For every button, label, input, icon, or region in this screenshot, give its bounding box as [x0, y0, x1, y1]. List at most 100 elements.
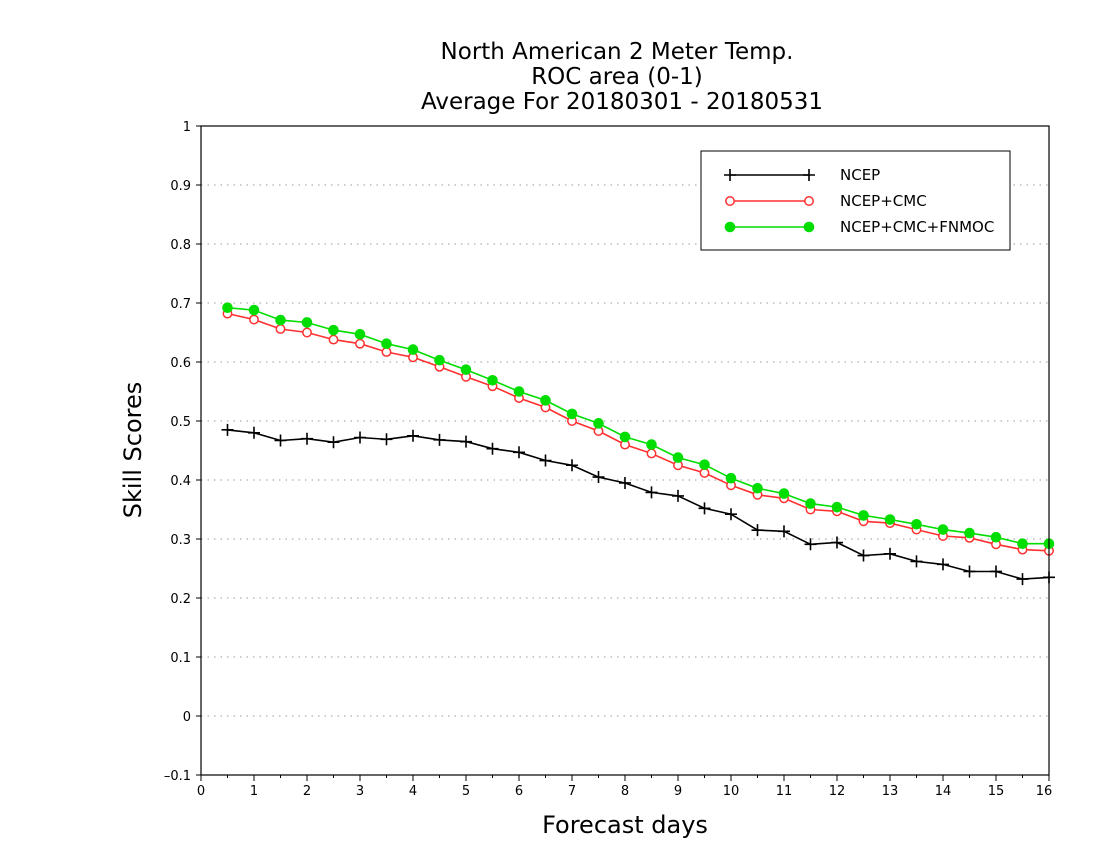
data-point-ncep — [884, 547, 896, 560]
data-point-ncep — [301, 432, 313, 445]
series-ncep-cmc-fnmoc — [222, 302, 1055, 550]
data-point-ncep — [274, 434, 287, 447]
chart-title-line-2: ROC area (0-1) — [531, 64, 703, 90]
data-point-ncep — [645, 486, 658, 499]
data-point-ncep-cmc-fnmoc — [778, 488, 790, 499]
y-tick-label: 0.8 — [170, 238, 191, 253]
data-point-ncep-cmc-fnmoc — [911, 518, 922, 530]
data-point-ncep-cmc-fnmoc — [513, 386, 525, 397]
data-point-ncep-cmc-fnmoc — [460, 364, 472, 375]
data-point-ncep — [221, 423, 234, 436]
x-tick-label: 10 — [723, 784, 740, 799]
data-point-ncep-cmc — [646, 448, 657, 459]
data-point-ncep-cmc-fnmoc — [275, 314, 286, 326]
data-point-ncep-cmc-fnmoc — [566, 408, 578, 420]
data-point-ncep-cmc-fnmoc — [540, 395, 551, 406]
data-point-ncep — [407, 429, 419, 442]
y-tick-label: 0.6 — [170, 356, 191, 371]
y-tick-label: 0.5 — [170, 415, 191, 430]
legend-label-ncep: NCEP — [840, 166, 880, 184]
data-point-ncep — [513, 446, 525, 459]
data-point-ncep — [380, 433, 393, 446]
legend-marker-ncep — [724, 169, 736, 181]
data-point-ncep-cmc-fnmoc — [884, 514, 896, 525]
data-point-ncep — [619, 476, 631, 489]
data-point-ncep-cmc-fnmoc — [858, 510, 869, 521]
data-point-ncep-cmc — [302, 327, 312, 338]
series-line-ncep-cmc — [227, 312, 1050, 552]
legend-label-ncep-cmc-fnmoc: NCEP+CMC+FNMOC — [840, 218, 994, 236]
y-tick-label: 1 — [183, 120, 191, 135]
series-ncep — [221, 423, 1055, 586]
data-point-ncep — [963, 565, 976, 578]
data-point-ncep — [433, 433, 446, 446]
series-ncep-cmc — [222, 308, 1054, 556]
x-tick-label: 2 — [303, 784, 311, 799]
data-point-ncep-cmc-fnmoc — [725, 472, 737, 484]
data-point-ncep-cmc — [381, 347, 392, 357]
legend-label-ncep-cmc: NCEP+CMC — [840, 192, 927, 210]
data-point-ncep-cmc-fnmoc — [407, 344, 419, 355]
x-axis-ticks: 0 1 2 3 4 5 6 7 8 9 10 11 12 13 14 15 16 — [197, 775, 1052, 799]
series-lines — [221, 302, 1055, 586]
x-axis-title: Forecast days — [542, 811, 708, 839]
data-point-ncep — [672, 489, 684, 502]
x-tick-label: 0 — [197, 784, 205, 799]
data-point-ncep — [937, 558, 949, 571]
x-tick-label: 13 — [882, 784, 899, 799]
data-point-ncep — [248, 426, 260, 439]
gridlines — [201, 184, 1049, 717]
x-tick-label: 9 — [674, 784, 682, 799]
data-point-ncep-cmc-fnmoc — [699, 459, 710, 470]
y-axis-ticks: –0.1 0 0.1 0.2 0.3 0.4 0.5 0.6 0.7 0.8 0.9 1 — [164, 120, 201, 784]
data-point-ncep-cmc-fnmoc — [990, 531, 1002, 543]
legend: NCEP NCEP+CMC NCEP+CMC+FNMOC — [700, 150, 1011, 251]
series-line-ncep-cmc-fnmoc — [227, 306, 1049, 545]
x-tick-label: 16 — [1036, 784, 1053, 799]
data-point-ncep-cmc — [355, 338, 365, 349]
series-line-ncep — [227, 429, 1050, 580]
data-point-ncep — [592, 471, 605, 484]
x-tick-label: 15 — [988, 784, 1005, 799]
data-point-ncep — [327, 436, 340, 449]
data-point-ncep-cmc-fnmoc — [672, 452, 684, 463]
x-tick-label: 5 — [462, 784, 470, 799]
legend-marker-ncep-cmc-fnmoc — [803, 221, 815, 233]
data-point-ncep-cmc-fnmoc — [619, 431, 631, 443]
data-point-ncep — [539, 454, 552, 467]
data-point-ncep-cmc-fnmoc — [937, 524, 949, 535]
data-point-ncep-cmc-fnmoc — [1017, 538, 1028, 550]
legend-marker-ncep-cmc — [804, 196, 814, 206]
y-tick-label: 0.1 — [170, 651, 191, 666]
y-tick-label: –0.1 — [164, 769, 191, 784]
data-point-ncep-cmc-fnmoc — [964, 527, 975, 539]
y-tick-label: 0.2 — [170, 592, 191, 607]
data-point-ncep-cmc-fnmoc — [381, 338, 392, 350]
data-point-ncep — [990, 565, 1002, 578]
y-tick-label: 0.3 — [170, 533, 191, 548]
data-point-ncep — [698, 502, 711, 515]
x-tick-label: 11 — [776, 784, 793, 799]
data-point-ncep-cmc-fnmoc — [593, 418, 604, 429]
y-tick-label: 0.4 — [170, 474, 191, 489]
data-point-ncep-cmc-fnmoc — [354, 328, 366, 340]
data-point-ncep — [566, 459, 578, 472]
x-tick-label: 7 — [568, 784, 576, 799]
x-tick-label: 3 — [356, 784, 364, 799]
x-tick-label: 12 — [829, 784, 846, 799]
data-point-ncep-cmc — [699, 467, 710, 478]
data-point-ncep-cmc — [275, 324, 286, 334]
data-point-ncep-cmc-fnmoc — [248, 304, 260, 316]
data-point-ncep-cmc-fnmoc — [301, 317, 313, 328]
data-point-ncep-cmc — [249, 314, 259, 325]
data-point-ncep-cmc-fnmoc — [434, 354, 445, 366]
data-point-ncep — [751, 524, 764, 537]
data-point-ncep — [354, 431, 366, 444]
data-point-ncep — [1016, 573, 1029, 586]
data-point-ncep — [460, 435, 472, 448]
chart-title-line-3: Average For 20180301 - 20180531 — [421, 89, 823, 115]
data-point-ncep-cmc — [328, 334, 339, 345]
y-tick-label: 0 — [183, 710, 191, 725]
legend-marker-ncep — [803, 169, 815, 181]
